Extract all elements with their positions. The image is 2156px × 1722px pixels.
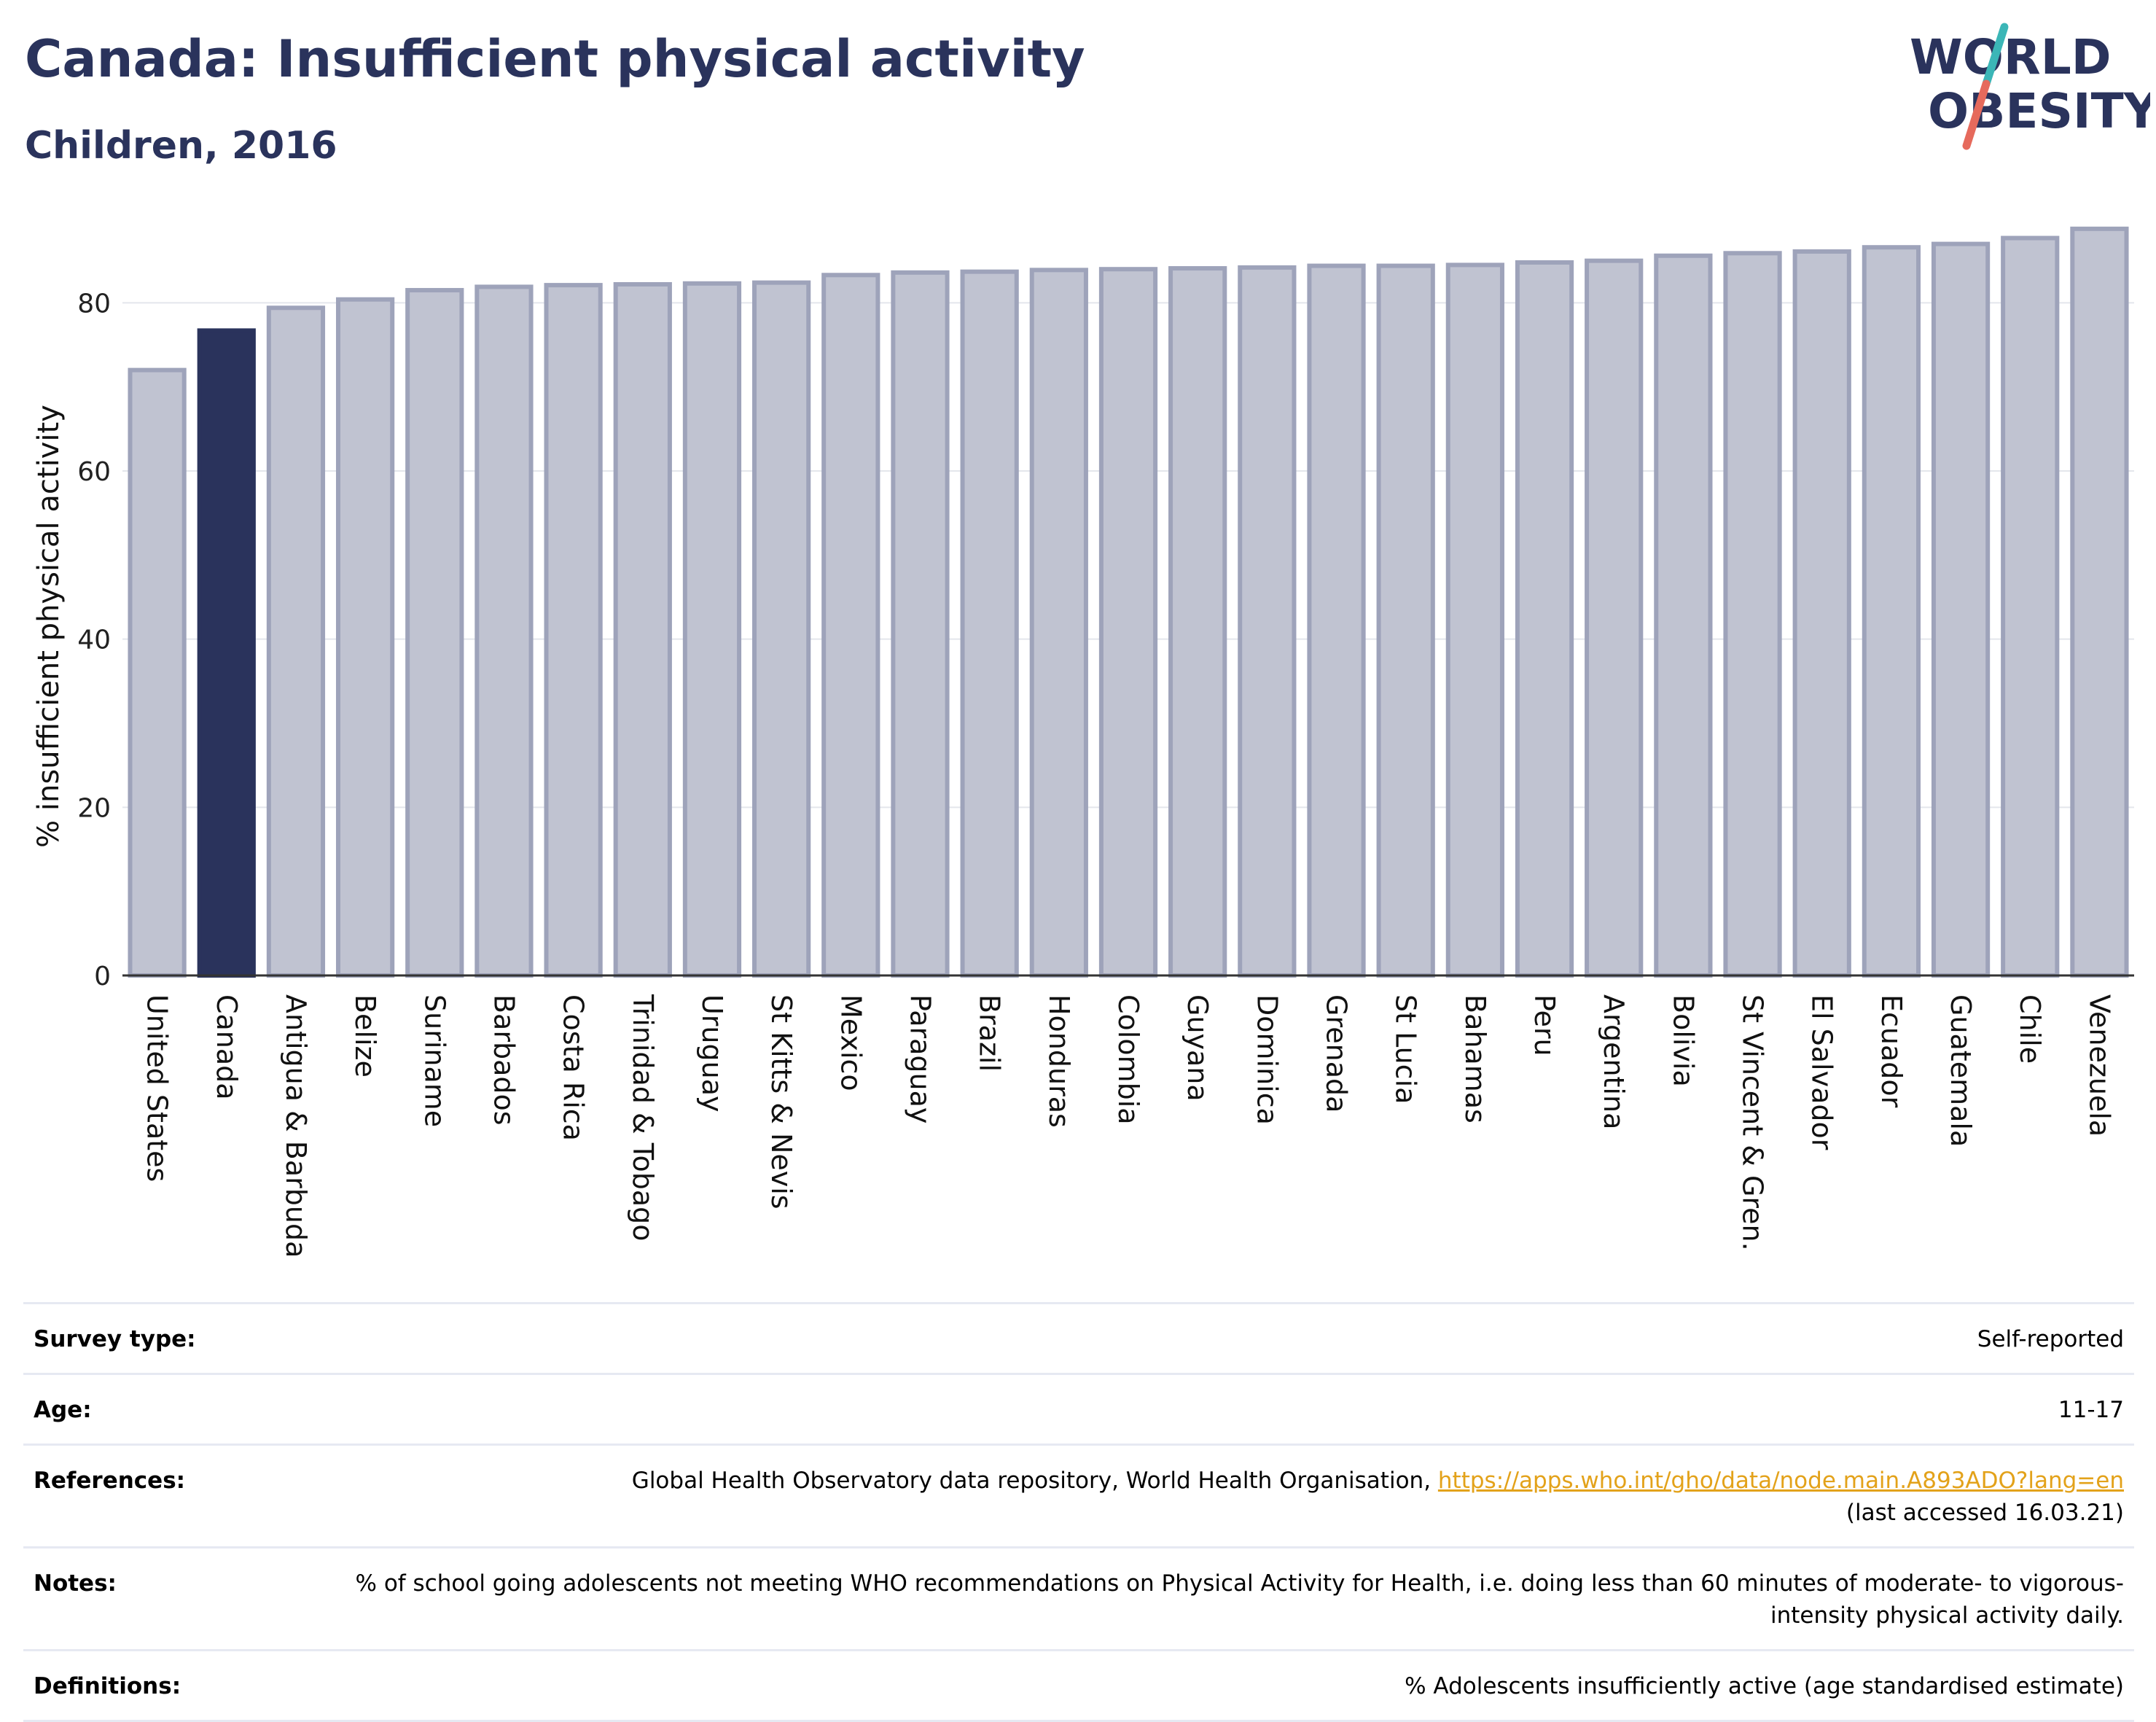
- info-row-value-text: Global Health Observatory data repositor…: [631, 1468, 1438, 1494]
- bar-chile: [2001, 235, 2060, 978]
- bar-grenada: [1307, 263, 1366, 978]
- bar-bolivia: [1654, 253, 1713, 978]
- x-category-label: Paraguay: [904, 994, 936, 1123]
- bar-trinidad-tobago: [613, 281, 672, 978]
- bar-venezuela: [2070, 226, 2129, 978]
- x-category-label: Guatemala: [1945, 994, 1977, 1147]
- bar-united-states: [128, 367, 187, 978]
- info-row-value-text: 11-17: [2058, 1397, 2124, 1423]
- info-row: Definitions: % Adolescents insufficiently…: [23, 1649, 2134, 1722]
- bar-canada: [197, 328, 256, 978]
- x-category-label: Brazil: [974, 994, 1006, 1072]
- bar-peru: [1515, 260, 1574, 978]
- x-category-label: Costa Rica: [558, 994, 590, 1141]
- info-row-value: % Adolescents insufficiently active (age…: [181, 1670, 2124, 1702]
- x-category-label: United States: [141, 994, 173, 1182]
- x-category-label: St Lucia: [1390, 994, 1422, 1104]
- x-category-label: Chile: [2014, 994, 2046, 1064]
- x-category-label: Venezuela: [2083, 994, 2115, 1137]
- info-row: Notes: % of school going adolescents not …: [23, 1546, 2134, 1649]
- x-category-label: Colombia: [1112, 994, 1144, 1125]
- reference-link[interactable]: https://apps.who.int/gho/data/node.main.…: [1437, 1468, 2124, 1494]
- x-category-label: Barbados: [488, 994, 520, 1126]
- info-row-value: % of school going adolescents not meetin…: [117, 1567, 2124, 1632]
- x-category-label: St Kitts & Nevis: [765, 994, 797, 1209]
- x-category-label: Guyana: [1181, 994, 1214, 1102]
- bar-brazil: [960, 269, 1019, 978]
- bar-guyana: [1168, 266, 1227, 978]
- x-axis-categories: United States Canada Antigua & Barbuda Beli…: [141, 994, 2116, 1258]
- bar-chart: 0 20 40 60 80 United States Canada Antigua & B…: [32, 226, 2134, 1258]
- x-category-label: Peru: [1528, 994, 1561, 1056]
- bar-uruguay: [682, 281, 742, 978]
- bar-paraguay: [891, 270, 950, 978]
- bar-ecuador: [1862, 245, 1921, 978]
- info-row-value: Self-reported: [196, 1323, 2124, 1355]
- x-category-label: Trinidad & Tobago: [627, 994, 659, 1242]
- bar-mexico: [821, 273, 880, 978]
- info-row-key: Age:: [34, 1397, 92, 1423]
- y-axis-label: % insufficient physical activity: [32, 405, 66, 848]
- bar-belize: [335, 297, 395, 978]
- x-category-label: Suriname: [418, 994, 450, 1127]
- x-category-label: St Vincent & Gren.: [1737, 994, 1769, 1251]
- x-category-label: El Salvador: [1806, 994, 1838, 1150]
- bar-colombia: [1098, 267, 1158, 978]
- y-tick-label: 60: [77, 457, 111, 487]
- y-tick-label: 0: [94, 962, 111, 991]
- info-row-key: Notes:: [34, 1570, 117, 1597]
- y-axis-ticks: 0 20 40 60 80: [77, 289, 111, 991]
- info-row-key: References:: [34, 1468, 186, 1494]
- world-obesity-logo: WORLD OBESITY: [1910, 23, 2150, 150]
- chart-subtitle: Children, 2016: [25, 124, 337, 168]
- y-tick-label: 80: [77, 289, 111, 319]
- y-tick-label: 40: [77, 626, 111, 655]
- bar-bahamas: [1445, 262, 1504, 978]
- x-category-label: Bahamas: [1459, 994, 1491, 1123]
- bar-el-salvador: [1792, 249, 1851, 978]
- info-row: References: Global Health Observatory dat…: [23, 1444, 2134, 1546]
- info-row-key: Survey type:: [34, 1326, 196, 1352]
- info-row-value: 11-17: [92, 1394, 2124, 1426]
- chart-title: Canada: Insufficient physical activity: [25, 29, 1085, 89]
- bars: [128, 226, 2129, 978]
- bar-suriname: [405, 288, 464, 978]
- info-row-value-suffix: (last accessed 16.03.21): [1846, 1500, 2124, 1526]
- x-category-label: Honduras: [1043, 994, 1075, 1128]
- bar-barbados: [474, 284, 534, 978]
- x-category-label: Canada: [211, 994, 243, 1100]
- info-row-value: Global Health Observatory data repositor…: [185, 1465, 2124, 1529]
- info-row-key: Definitions:: [34, 1673, 181, 1699]
- bar-antigua-barbuda: [266, 305, 326, 978]
- x-category-label: Ecuador: [1875, 994, 1907, 1108]
- info-row-value-text: % Adolescents insufficiently active (age…: [1405, 1673, 2124, 1699]
- bar-st-vincent-gren-: [1723, 251, 1782, 978]
- bar-honduras: [1029, 268, 1088, 978]
- y-tick-label: 20: [77, 793, 111, 823]
- x-category-label: Argentina: [1598, 994, 1630, 1129]
- bar-dominica: [1238, 265, 1297, 978]
- info-row: Age: 11-17: [23, 1373, 2134, 1444]
- x-category-label: Belize: [349, 994, 381, 1078]
- info-row-value-text: % of school going adolescents not meetin…: [355, 1570, 2124, 1629]
- bar-st-kitts-nevis: [752, 280, 811, 978]
- logo-word-world: WORLD: [1910, 29, 2112, 85]
- x-category-label: Bolivia: [1667, 994, 1699, 1087]
- x-category-label: Grenada: [1321, 994, 1353, 1113]
- bar-costa-rica: [544, 283, 603, 978]
- x-category-label: Uruguay: [696, 994, 728, 1113]
- bar-guatemala: [1931, 241, 1991, 978]
- bar-argentina: [1585, 258, 1644, 978]
- info-row-value-text: Self-reported: [1977, 1326, 2124, 1352]
- info-row: Survey type: Self-reported: [23, 1302, 2134, 1373]
- logo-slash-coral: [1962, 79, 1991, 150]
- bar-st-lucia: [1376, 263, 1435, 978]
- x-category-label: Mexico: [835, 994, 867, 1091]
- logo-word-obesity: OBESITY: [1928, 83, 2150, 139]
- x-category-label: Antigua & Barbuda: [280, 994, 312, 1258]
- info-table: Survey type: Self-reported Age: 11-17 Refere…: [23, 1302, 2134, 1722]
- x-category-label: Dominica: [1251, 994, 1283, 1125]
- logo-slash-teal: [1982, 23, 2009, 88]
